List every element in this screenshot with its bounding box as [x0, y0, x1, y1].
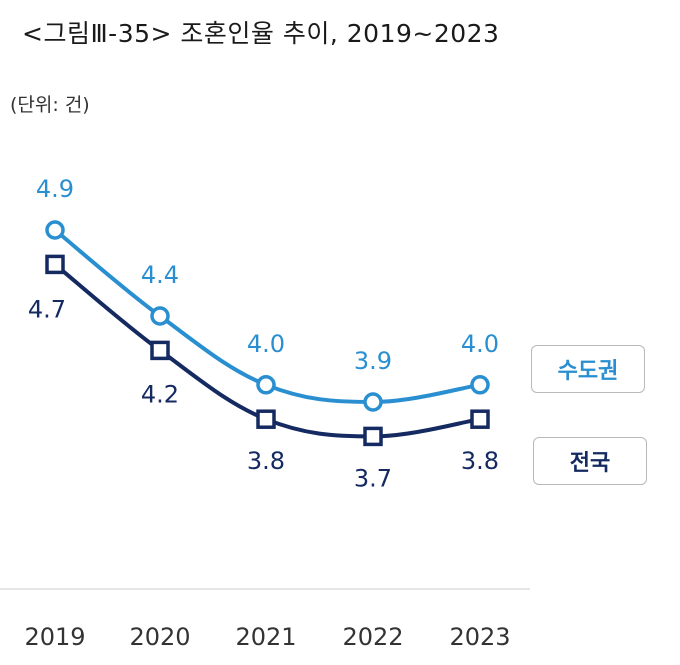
x-axis-ticks: 2019 2020 2021 2022 2023 [24, 623, 510, 651]
data-point-national-2020 [150, 340, 170, 361]
chart-title: <그림Ⅲ-35> 조혼인율 추이, 2019~2023 [22, 19, 500, 48]
data-label-national-2019: 4.7 [28, 295, 66, 323]
data-point-capital-2022 [363, 392, 383, 412]
data-label-national-2022: 3.7 [354, 464, 392, 492]
data-point-capital-2020 [150, 306, 170, 326]
series-national: 4.7 4.2 3.8 3.7 3.8 [28, 254, 499, 492]
x-tick-label-2019: 2019 [24, 623, 85, 651]
data-point-national-2021 [256, 409, 276, 429]
data-label-capital-2019: 4.9 [36, 175, 74, 203]
data-label-national-2020: 4.2 [141, 380, 179, 408]
data-label-capital-2023: 4.0 [461, 330, 499, 358]
data-point-capital-2019 [45, 220, 65, 240]
x-tick-label-2022: 2022 [342, 623, 403, 651]
data-point-national-2019 [45, 254, 65, 275]
legend-item-capital: 수도권 [531, 345, 645, 393]
data-label-capital-2022: 3.9 [354, 347, 392, 375]
legend-label-national: 전국 [569, 451, 611, 476]
data-label-national-2023: 3.8 [461, 447, 499, 475]
unit-label: (단위: 건) [10, 94, 90, 116]
data-point-capital-2021 [256, 375, 276, 395]
series-capital: 4.9 4.4 4.0 3.9 4.0 [36, 175, 499, 412]
data-label-national-2021: 3.8 [247, 447, 285, 475]
legend-item-national: 전국 [533, 437, 647, 485]
legend-label-capital: 수도권 [557, 359, 619, 384]
data-point-national-2023 [470, 409, 490, 429]
x-tick-label-2020: 2020 [129, 623, 190, 651]
data-point-capital-2023 [470, 375, 490, 395]
x-tick-label-2021: 2021 [235, 623, 296, 651]
data-label-capital-2021: 4.0 [247, 330, 285, 358]
data-point-national-2022 [363, 426, 383, 447]
x-tick-label-2023: 2023 [449, 623, 510, 651]
data-label-capital-2020: 4.4 [141, 261, 179, 289]
